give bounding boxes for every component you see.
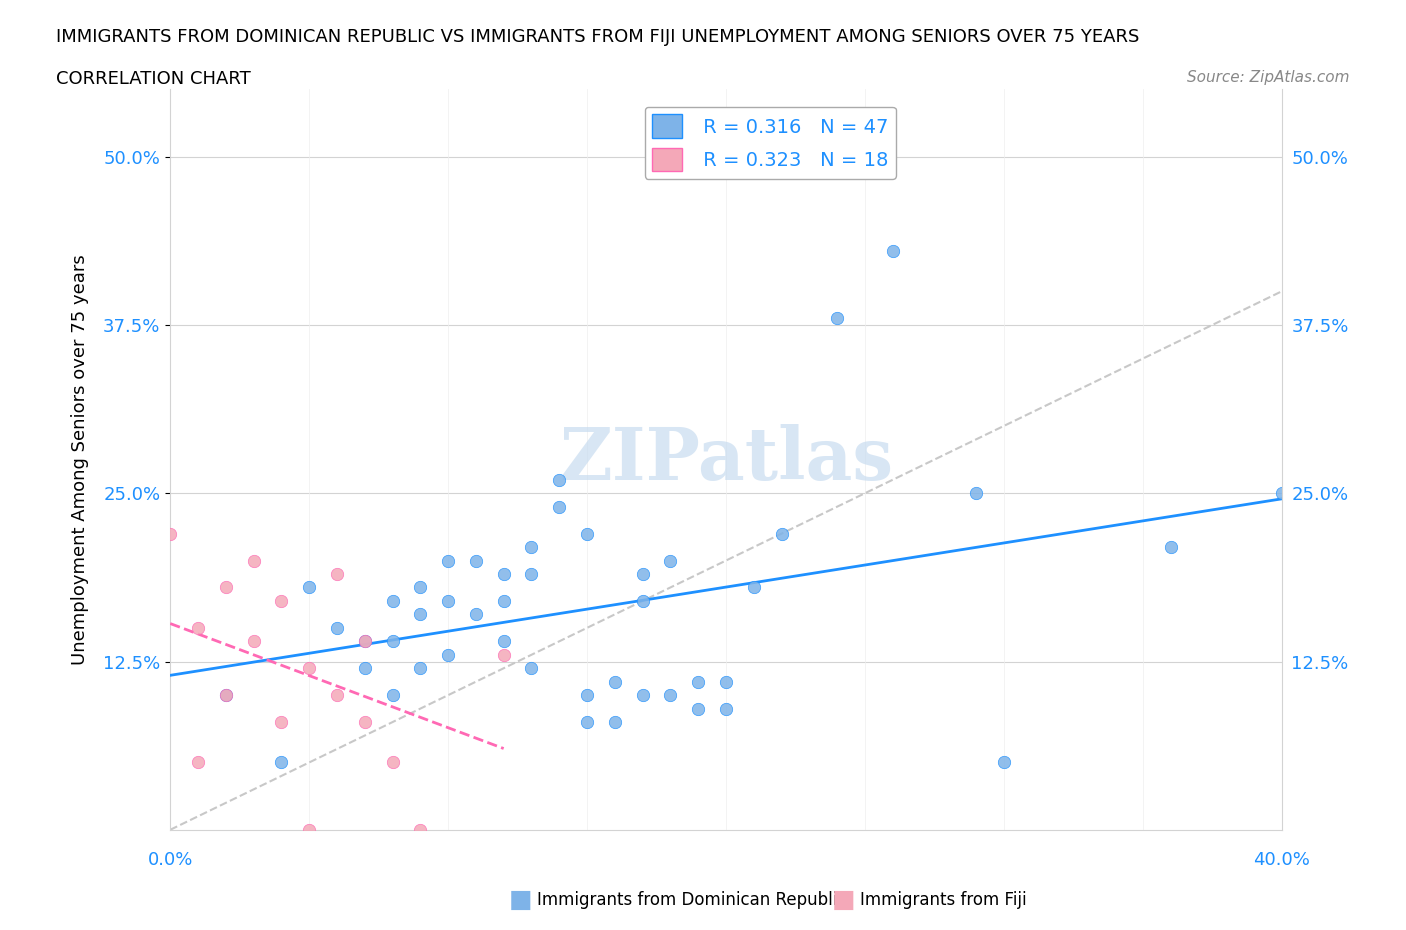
Text: ZIPatlas: ZIPatlas bbox=[560, 424, 893, 495]
Point bbox=[326, 687, 349, 702]
Point bbox=[326, 566, 349, 581]
Point bbox=[882, 244, 904, 259]
Point bbox=[688, 674, 710, 689]
Point bbox=[520, 661, 543, 676]
Point bbox=[353, 661, 375, 676]
Point bbox=[659, 687, 682, 702]
Point bbox=[520, 539, 543, 554]
Point bbox=[576, 526, 599, 541]
Point bbox=[464, 553, 486, 568]
Point bbox=[353, 714, 375, 729]
Point bbox=[631, 566, 654, 581]
Point bbox=[381, 634, 404, 649]
Point bbox=[770, 526, 793, 541]
Point bbox=[409, 607, 432, 622]
Point bbox=[492, 634, 515, 649]
Point bbox=[437, 553, 460, 568]
Point bbox=[603, 714, 626, 729]
Point bbox=[492, 566, 515, 581]
Point bbox=[215, 687, 238, 702]
Point bbox=[548, 499, 571, 514]
Point bbox=[742, 580, 765, 595]
Point bbox=[409, 580, 432, 595]
Point bbox=[576, 714, 599, 729]
Y-axis label: Unemployment Among Seniors over 75 years: Unemployment Among Seniors over 75 years bbox=[72, 254, 89, 665]
Point bbox=[242, 634, 264, 649]
Text: Immigrants from Fiji: Immigrants from Fiji bbox=[860, 891, 1028, 910]
Point bbox=[965, 485, 987, 500]
Point bbox=[825, 311, 848, 325]
Point bbox=[381, 593, 404, 608]
Text: IMMIGRANTS FROM DOMINICAN REPUBLIC VS IMMIGRANTS FROM FIJI UNEMPLOYMENT AMONG SE: IMMIGRANTS FROM DOMINICAN REPUBLIC VS IM… bbox=[56, 28, 1140, 46]
Point bbox=[270, 755, 292, 770]
Point bbox=[409, 661, 432, 676]
Text: 0.0%: 0.0% bbox=[148, 851, 193, 869]
Point bbox=[1271, 485, 1294, 500]
Point bbox=[688, 701, 710, 716]
Text: Immigrants from Dominican Republic: Immigrants from Dominican Republic bbox=[537, 891, 846, 910]
Point bbox=[464, 607, 486, 622]
Point bbox=[187, 620, 209, 635]
Point bbox=[492, 593, 515, 608]
Point bbox=[298, 580, 321, 595]
Point bbox=[714, 674, 737, 689]
Point bbox=[353, 634, 375, 649]
Point bbox=[714, 701, 737, 716]
Point bbox=[242, 553, 264, 568]
Point bbox=[437, 647, 460, 662]
Point bbox=[576, 687, 599, 702]
Text: ■: ■ bbox=[832, 888, 855, 912]
Point bbox=[659, 553, 682, 568]
Legend:  R = 0.316   N = 47,  R = 0.323   N = 18: R = 0.316 N = 47, R = 0.323 N = 18 bbox=[644, 107, 896, 179]
Text: ■: ■ bbox=[509, 888, 531, 912]
Point bbox=[159, 526, 181, 541]
Text: CORRELATION CHART: CORRELATION CHART bbox=[56, 70, 252, 87]
Point bbox=[381, 687, 404, 702]
Point bbox=[270, 714, 292, 729]
Point bbox=[631, 687, 654, 702]
Point bbox=[492, 647, 515, 662]
Point bbox=[631, 593, 654, 608]
Point bbox=[215, 687, 238, 702]
Point bbox=[520, 566, 543, 581]
Point bbox=[548, 472, 571, 487]
Point bbox=[298, 661, 321, 676]
Point bbox=[215, 580, 238, 595]
Point bbox=[409, 822, 432, 837]
Point bbox=[298, 822, 321, 837]
Point bbox=[993, 755, 1015, 770]
Point bbox=[603, 674, 626, 689]
Point bbox=[187, 755, 209, 770]
Point bbox=[1160, 539, 1182, 554]
Point bbox=[381, 755, 404, 770]
Text: 40.0%: 40.0% bbox=[1253, 851, 1310, 869]
Text: Source: ZipAtlas.com: Source: ZipAtlas.com bbox=[1187, 70, 1350, 85]
Point bbox=[326, 620, 349, 635]
Point bbox=[353, 634, 375, 649]
Point bbox=[270, 593, 292, 608]
Point bbox=[437, 593, 460, 608]
